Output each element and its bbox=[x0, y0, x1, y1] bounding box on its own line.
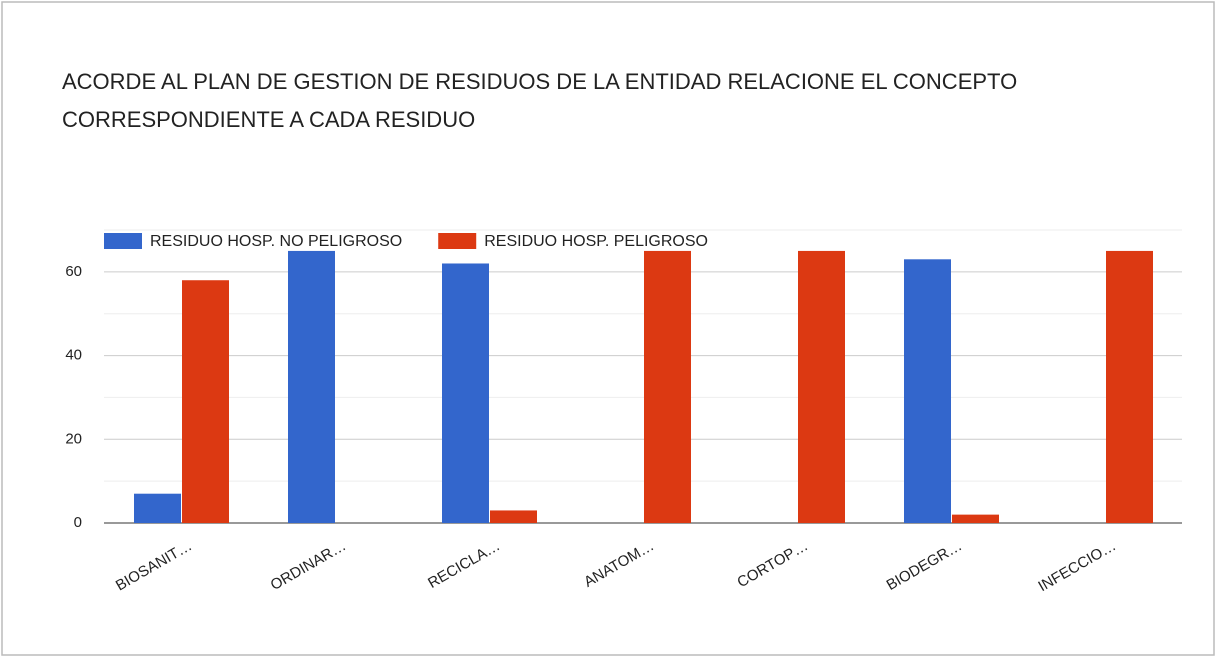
bar bbox=[182, 280, 229, 523]
legend-swatch bbox=[438, 233, 477, 249]
y-tick-label: 60 bbox=[65, 263, 82, 280]
bar bbox=[134, 493, 181, 523]
bar bbox=[904, 259, 951, 523]
chart-title: ACORDE AL PLAN DE GESTION DE RESIDUOS DE… bbox=[62, 69, 1017, 94]
y-tick-label: 40 bbox=[65, 347, 82, 364]
bar bbox=[442, 263, 489, 523]
bar bbox=[644, 250, 691, 523]
y-tick-label: 20 bbox=[65, 430, 82, 447]
bar bbox=[490, 510, 537, 523]
bar bbox=[798, 250, 845, 523]
legend-label: RESIDUO HOSP. NO PELIGROSO bbox=[150, 233, 402, 250]
bar bbox=[1106, 250, 1153, 523]
chart-title: CORRESPONDIENTE A CADA RESIDUO bbox=[62, 107, 475, 132]
y-tick-label: 0 bbox=[74, 514, 82, 531]
legend-swatch bbox=[104, 233, 142, 249]
bar bbox=[952, 514, 999, 523]
legend-label: RESIDUO HOSP. PELIGROSO bbox=[484, 233, 708, 250]
bar bbox=[288, 250, 335, 523]
